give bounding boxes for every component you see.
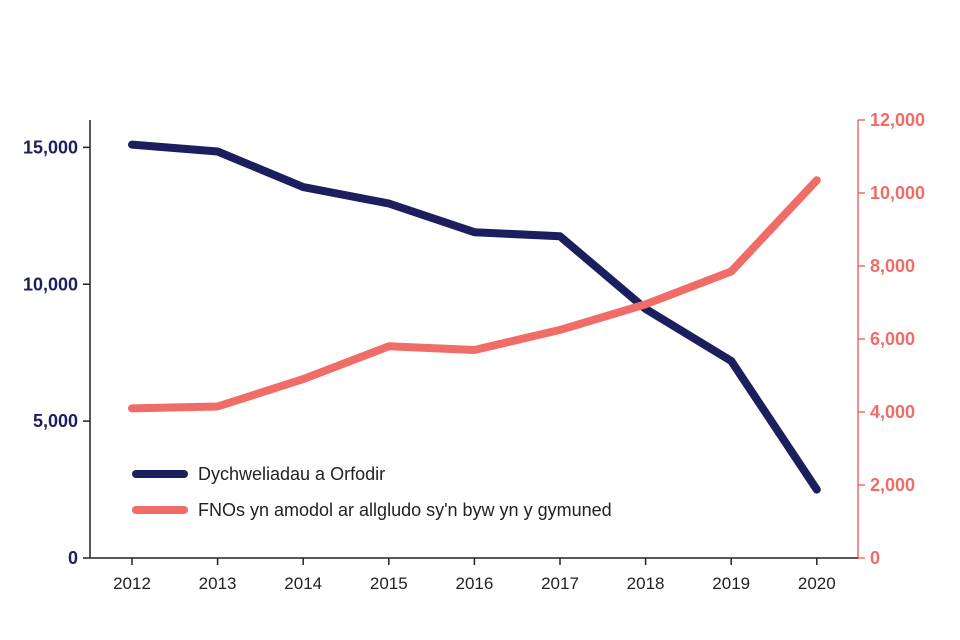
right-tick-label: 8,000 bbox=[870, 256, 915, 276]
x-tick-label: 2020 bbox=[798, 574, 836, 593]
left-tick-label: 15,000 bbox=[23, 137, 78, 157]
x-tick-label: 2014 bbox=[284, 574, 322, 593]
legend-label-1: Dychweliadau a Orfodir bbox=[198, 464, 385, 484]
x-tick-label: 2019 bbox=[712, 574, 750, 593]
x-tick-label: 2018 bbox=[627, 574, 665, 593]
left-tick-label: 10,000 bbox=[23, 274, 78, 294]
x-tick-label: 2017 bbox=[541, 574, 579, 593]
legend: Dychweliadau a Orfodir FNOs yn amodol ar … bbox=[132, 464, 612, 520]
left-tick-label: 0 bbox=[68, 548, 78, 568]
series-lines bbox=[128, 140, 821, 494]
right-tick-label: 10,000 bbox=[870, 183, 925, 203]
left-tick-label: 5,000 bbox=[33, 411, 78, 431]
right-tick-label: 0 bbox=[870, 548, 880, 568]
series-line-1 bbox=[128, 140, 821, 494]
legend-label-2: FNOs yn amodol ar allgludo sy'n byw yn y… bbox=[198, 500, 612, 520]
right-tick-label: 12,000 bbox=[870, 110, 925, 130]
x-tick-label: 2016 bbox=[455, 574, 493, 593]
x-tick-label: 2015 bbox=[370, 574, 408, 593]
x-tick-label: 2012 bbox=[113, 574, 151, 593]
series-line-2 bbox=[128, 176, 821, 413]
axes: 0 5,000 10,000 15,000 0 2,000 4,000 6,000 8,000 1… bbox=[23, 110, 925, 593]
right-tick-label: 2,000 bbox=[870, 475, 915, 495]
right-tick-label: 4,000 bbox=[870, 402, 915, 422]
x-tick-label: 2013 bbox=[199, 574, 237, 593]
right-tick-label: 6,000 bbox=[870, 329, 915, 349]
